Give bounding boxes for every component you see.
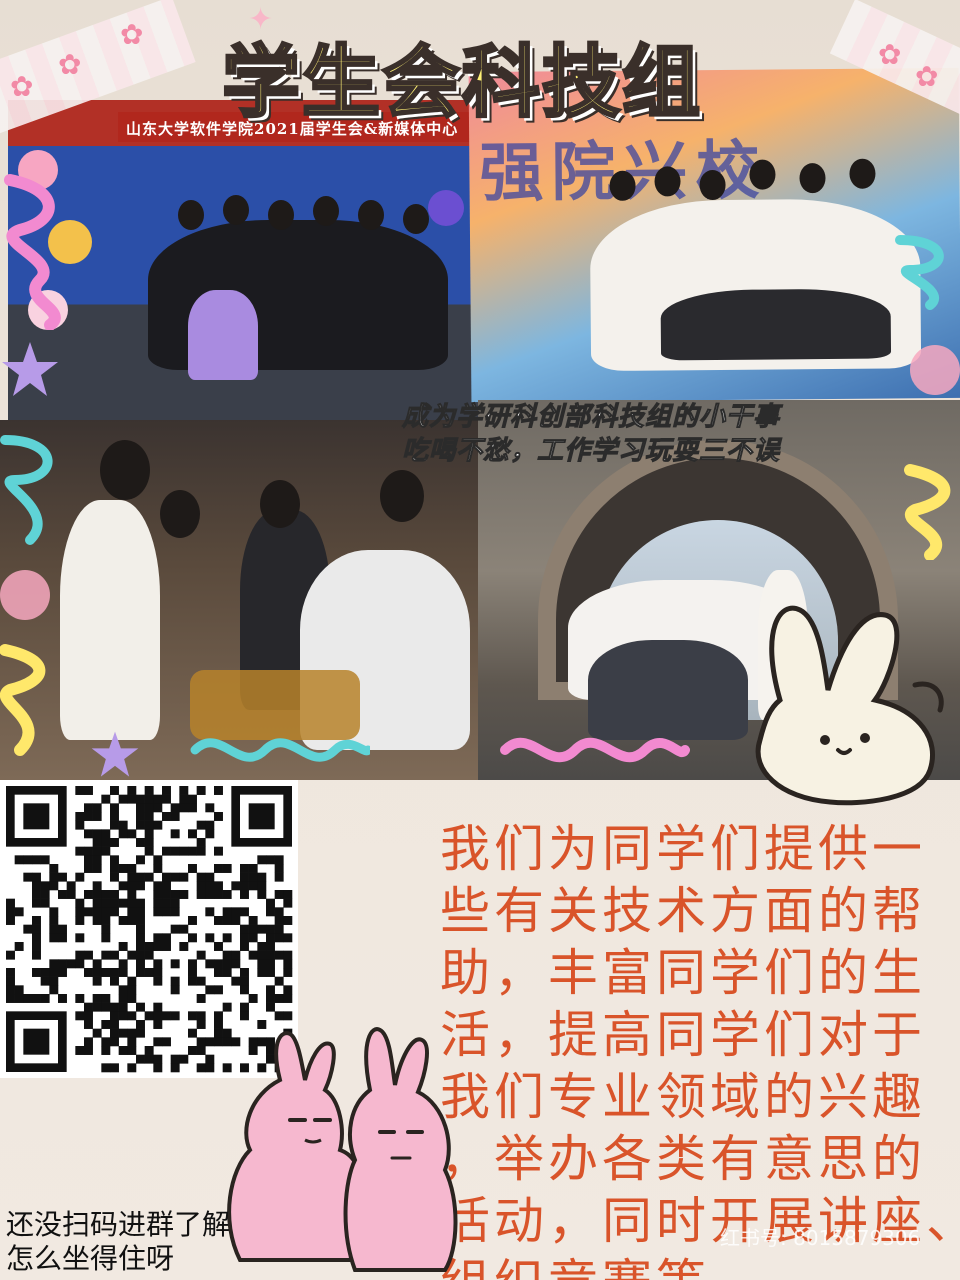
description-line: 我们为同学们提供一 — [440, 820, 926, 878]
description-line: ，举办各类有意思的 — [440, 1130, 926, 1188]
description-line: 活，提高同学们对于 — [440, 1006, 926, 1064]
group-photo-stage: 山东大学软件学院2021届学生会&新媒体中心 — [8, 100, 498, 430]
balloon — [48, 220, 92, 264]
squiggle-teal-bottom — [190, 738, 370, 762]
sparkle-icon: ✦ — [248, 2, 274, 37]
squiggle-pink — [4, 174, 61, 330]
watermark: 红书号: 8015879306 — [720, 1226, 921, 1250]
description-line: 组织竞赛等。 — [440, 1252, 955, 1280]
pink-blob — [910, 345, 960, 395]
group-qr-code[interactable] — [0, 780, 298, 1078]
balloon — [428, 190, 464, 226]
stage-banner — [118, 112, 488, 142]
beer-glasses — [190, 670, 360, 740]
tulip-icon: ✿ — [58, 48, 82, 81]
poster-title: 学生会科技组 — [220, 37, 703, 130]
students-front-row — [588, 640, 748, 740]
caption-line: 吃喝不愁，工作学习玩耍三不误 — [401, 436, 781, 467]
photo-caption: 成为学研科创部科技组的小干事 吃喝不愁，工作学习玩耍三不误 — [401, 400, 781, 468]
dinner-toast-photo — [0, 420, 480, 780]
scan-note: 还没扫码进群了解 怎么坐得住呀 — [6, 1208, 230, 1276]
squiggle-teal — [0, 435, 53, 545]
tulip-icon: ✿ — [915, 60, 939, 93]
squiggle-teal-right — [895, 235, 944, 310]
qr-code — [0, 780, 298, 1078]
student-white-shirt — [60, 500, 160, 740]
scan-note-line: 怎么坐得住呀 — [6, 1242, 175, 1275]
pink-bunnies-sticker — [227, 1027, 458, 1272]
tulip-icon: ✿ — [878, 38, 902, 71]
description-line: 助，丰富同学们的生 — [440, 944, 926, 1002]
description-line: 我们专业领域的兴趣 — [440, 1068, 926, 1126]
stage-banner-text: 山东大学软件学院2021届学生会&新媒体中心 — [126, 120, 459, 138]
squiggle-yellow-right — [904, 464, 951, 560]
student-purple-hoodie — [188, 290, 258, 380]
description-line: 活动，同时开展讲座、 — [440, 1192, 960, 1250]
bunny-sticker — [755, 605, 944, 806]
star-purple — [2, 342, 58, 396]
star-purple — [91, 731, 139, 777]
tulip-icon: ✿ — [10, 70, 34, 103]
squiggle-pink-bottom — [500, 737, 690, 763]
pink-blob — [0, 570, 50, 620]
description-line: 些有关技术方面的帮 — [440, 882, 926, 940]
caption-line: 成为学研科创部科技组的小干事 — [401, 402, 781, 433]
scan-note-line: 还没扫码进群了解 — [6, 1208, 231, 1241]
tulip-icon: ✿ — [120, 18, 144, 51]
students-front-row — [660, 288, 892, 361]
description-text: 我们为同学们提供一 些有关技术方面的帮 助，丰富同学们的生 活，提高同学们对于 … — [440, 818, 960, 1280]
squiggle-yellow — [0, 644, 46, 756]
